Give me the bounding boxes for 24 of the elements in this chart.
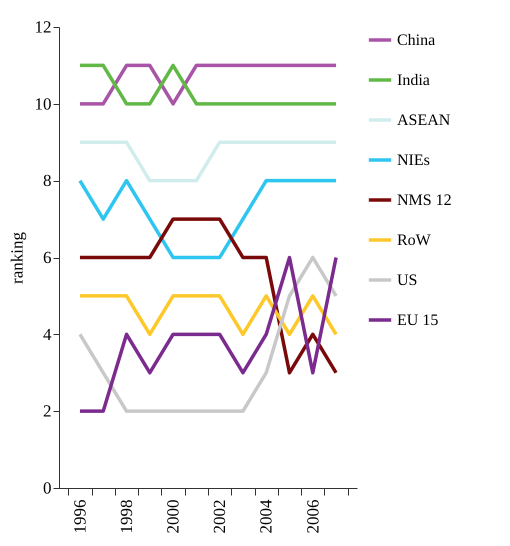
- x-tick-label: 2006: [303, 500, 322, 534]
- x-tick-label: 1998: [117, 500, 136, 534]
- y-tick-label: 8: [43, 171, 52, 190]
- legend-label: NIEs: [397, 152, 430, 169]
- y-tick-label: 10: [34, 94, 52, 114]
- y-tick-label: 0: [43, 478, 52, 498]
- line-series: [78, 217, 338, 374]
- x-tick-label: 2002: [210, 500, 230, 534]
- y-tick-label: 4: [43, 324, 52, 344]
- legend-label: China: [397, 32, 436, 49]
- legend-label: ASEAN: [397, 112, 451, 129]
- legend-label: EU 15: [397, 312, 438, 329]
- legend-label: India: [397, 72, 430, 89]
- legend-label: RoW: [397, 232, 432, 249]
- x-tick-label: 2000: [164, 500, 183, 534]
- y-axis-title: ranking: [8, 232, 26, 284]
- legend-label: NMS 12: [397, 192, 452, 209]
- y-tick-label: 2: [43, 402, 52, 421]
- line-series: [78, 256, 338, 413]
- y-tick-label: 6: [43, 248, 52, 267]
- x-tick-label: 2004: [256, 499, 276, 534]
- x-tick-label: 1996: [70, 500, 90, 534]
- legend-label: US: [397, 272, 418, 289]
- y-tick-label: 12: [34, 18, 52, 36]
